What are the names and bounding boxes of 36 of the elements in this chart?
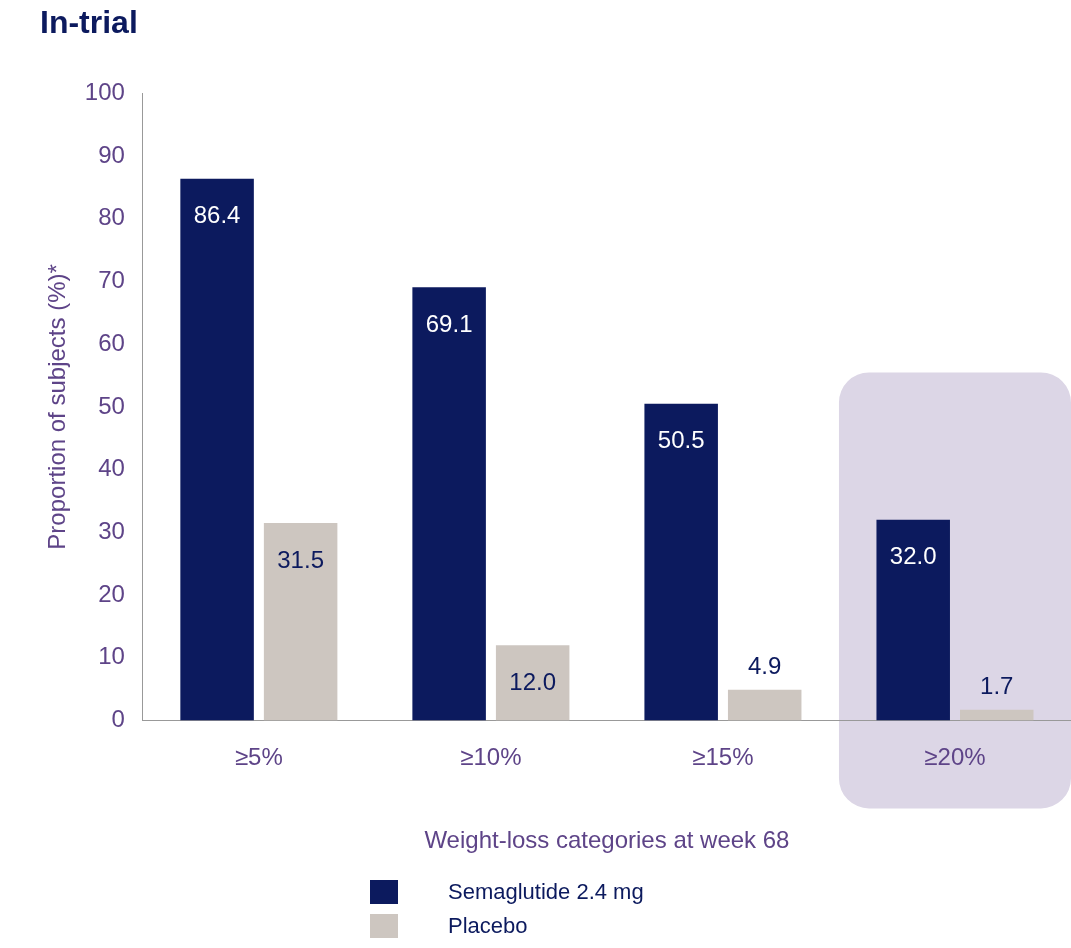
y-tick-label: 0 <box>111 705 125 733</box>
data-label: 12.0 <box>509 667 557 695</box>
chart-title: In-trial <box>40 4 138 41</box>
y-tick-label: 60 <box>98 328 125 356</box>
bar <box>876 519 950 721</box>
x-tick-label: ≥5% <box>234 743 283 771</box>
y-tick-label: 90 <box>98 140 125 168</box>
bar <box>727 689 802 721</box>
bar <box>412 287 486 721</box>
bar <box>180 178 254 721</box>
data-label: 32.0 <box>889 542 937 570</box>
legend-label: Semaglutide 2.4 mg <box>448 879 644 905</box>
y-tick-label: 70 <box>98 266 125 294</box>
y-axis-title: Proportion of subjects (%)* <box>43 264 71 550</box>
bar <box>644 403 718 721</box>
x-tick-label: ≥10% <box>460 743 522 771</box>
y-tick-label: 80 <box>98 203 125 231</box>
legend-label: Placebo <box>448 913 528 939</box>
y-tick-label: 30 <box>98 516 125 544</box>
y-tick-label: 50 <box>98 391 125 419</box>
y-tick-label: 10 <box>98 642 125 670</box>
bar <box>959 709 1034 721</box>
y-tick-label: 40 <box>98 454 125 482</box>
bar <box>495 645 570 721</box>
data-label: 86.4 <box>193 201 241 229</box>
x-tick-label: ≥20% <box>924 743 986 771</box>
data-label: 31.5 <box>277 545 324 573</box>
x-tick-label: ≥15% <box>692 743 754 771</box>
bar <box>263 522 338 721</box>
data-label: 50.5 <box>657 426 705 454</box>
y-tick-label: 20 <box>98 579 125 607</box>
data-label: 1.7 <box>980 672 1014 700</box>
data-label: 4.9 <box>748 652 782 680</box>
x-axis-title: Weight-loss categories at week 68 <box>424 826 790 854</box>
y-tick-label: 100 <box>84 78 125 106</box>
data-label: 69.1 <box>425 309 473 337</box>
